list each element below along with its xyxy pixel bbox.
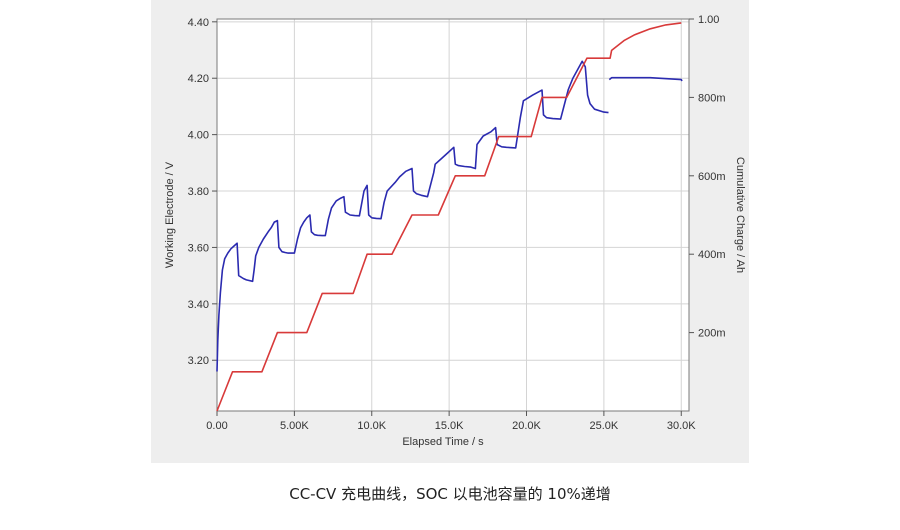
- x-tick-label: 5.00K: [280, 420, 309, 432]
- y-right-tick-label: 1.00: [698, 14, 719, 26]
- x-tick-label: 0.00: [206, 420, 227, 432]
- y-right-tick-label: 400m: [698, 249, 726, 261]
- y-right-tick-label: 600m: [698, 171, 726, 183]
- y-right-tick-label: 800m: [698, 92, 726, 104]
- y-right-tick-label: 200m: [698, 328, 726, 340]
- y-left-axis-label: Working Electrode / V: [164, 161, 176, 268]
- y-left-tick-label: 3.20: [188, 355, 209, 367]
- cccv-chart: 0.00 5.00K 10.0K 15.0K 20.0K 25.0K 30.0K 3.20 3.…: [164, 14, 746, 448]
- y-left-tick-label: 3.80: [188, 186, 209, 198]
- y-left-tick-label: 4.00: [188, 130, 209, 142]
- plot-frame: [216, 18, 690, 412]
- cumulative-charge-line: [216, 22, 682, 412]
- y-left-tick-label: 3.60: [188, 242, 209, 254]
- chart-figure: 0.00 5.00K 10.0K 15.0K 20.0K 25.0K 30.0K 3.20 3.…: [151, 0, 749, 463]
- chart-caption: CC-CV 充电曲线，SOC 以电池容量的 10%递增: [289, 485, 611, 503]
- y-right-axis-label: Cumulative Charge / Ah: [734, 157, 746, 273]
- y-left-tick-label: 4.40: [188, 17, 209, 29]
- plot-area: [217, 19, 689, 411]
- x-tick-label: 30.0K: [667, 420, 696, 432]
- x-tick-label: 15.0K: [435, 420, 464, 432]
- x-tick-label: 10.0K: [357, 420, 386, 432]
- x-axis-label: Elapsed Time / s: [402, 436, 484, 448]
- y-left-tick-label: 3.40: [188, 299, 209, 311]
- voltage-line: [216, 60, 683, 372]
- x-tick-label: 25.0K: [590, 420, 619, 432]
- y-left-tick-label: 4.20: [188, 73, 209, 85]
- x-tick-label: 20.0K: [512, 420, 541, 432]
